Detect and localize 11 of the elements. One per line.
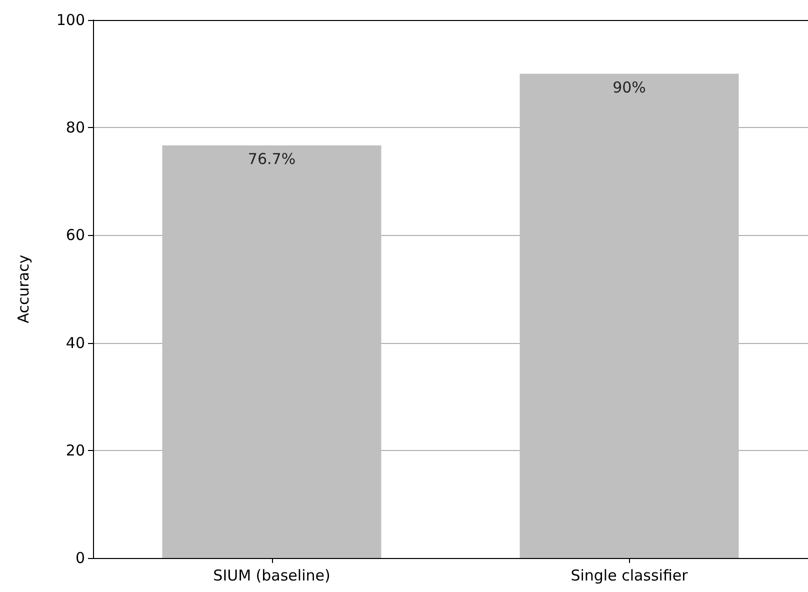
y-tick-label: 100 <box>56 11 85 29</box>
y-tick-label: 40 <box>66 334 85 352</box>
data-label: 90% <box>612 78 646 96</box>
x-tick-label: SIUM (baseline) <box>213 566 330 584</box>
data-label: 76.7% <box>248 150 296 168</box>
y-tick-label: 0 <box>75 549 85 567</box>
y-tick-label: 80 <box>66 118 85 137</box>
x-tick-label: Single classifier <box>570 566 689 584</box>
y-tick-label: 20 <box>66 441 85 460</box>
y-axis-title: Accuracy <box>14 254 32 324</box>
y-tick-label: 60 <box>66 226 85 244</box>
